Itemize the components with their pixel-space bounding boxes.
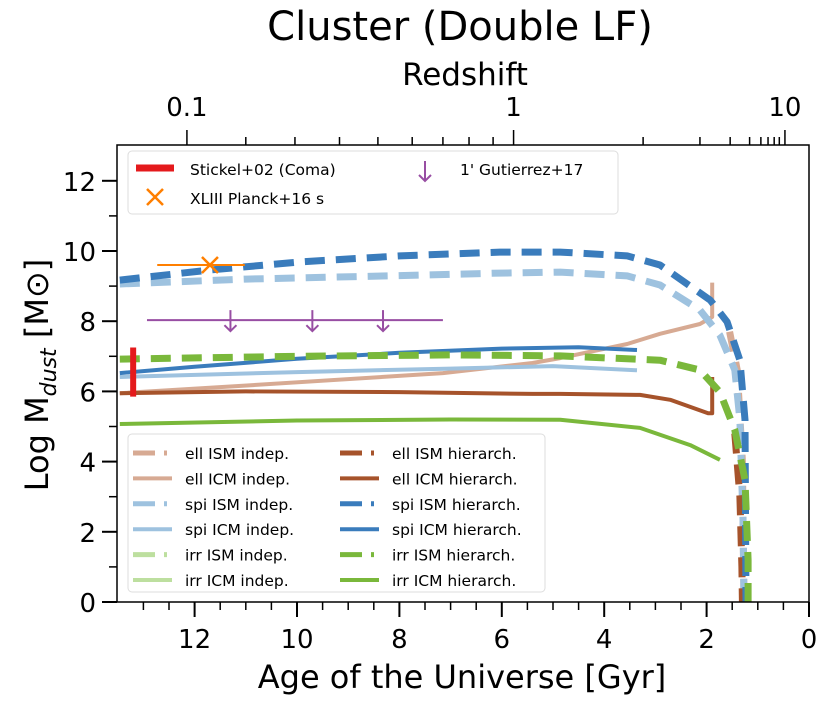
y-tick-label: 8 — [79, 308, 96, 338]
legend-label: irr ISM indep. — [185, 547, 288, 565]
upper-limit-arrow — [376, 310, 390, 333]
y-tick-label: 12 — [63, 168, 96, 198]
legend-planck-swatch — [146, 188, 164, 206]
upper-limit-arrow — [223, 310, 238, 333]
series-ell-icm-indep — [119, 282, 715, 396]
x-tick-label: 8 — [391, 625, 408, 655]
plot-frame — [116, 144, 810, 603]
planck-marker — [201, 256, 219, 274]
legend-gutierrez-label: 1' Gutierrez+17 — [460, 161, 583, 179]
legend-label: ell ISM hierarch. — [392, 445, 517, 463]
curves — [119, 248, 752, 603]
legend-label: ell ISM indep. — [185, 445, 289, 463]
x-tick-label: 4 — [596, 625, 613, 655]
series-irr-ism-hierarch — [119, 351, 752, 602]
observations — [130, 256, 443, 397]
y-tick-label: 6 — [79, 378, 96, 408]
y-tick-label: 4 — [79, 449, 96, 479]
redshift-tick-label: 0.1 — [166, 93, 207, 123]
legend-label: ell ICM hierarch. — [392, 470, 518, 488]
legend-box — [127, 150, 619, 215]
legend-label: spi ICM indep. — [185, 521, 294, 539]
x-tick-label: 12 — [178, 625, 211, 655]
legend-planck-label: XLIII Planck+16 s — [190, 190, 324, 208]
legend-label: spi ICM hierarch. — [392, 521, 522, 539]
series-spi-ism-hierarch — [119, 248, 750, 603]
legend-label: spi ISM hierarch. — [392, 496, 521, 514]
legend-models: ell ISM indep. ell ICM indep. spi ISM inde… — [127, 433, 546, 593]
redshift-tick-label: 10 — [768, 93, 801, 123]
y-axis-label: Log Mdust [M⊙] — [18, 259, 62, 492]
series-ell-icm-hierarch — [119, 377, 715, 416]
chart-title: Cluster (Double LF) — [267, 4, 653, 50]
legend-box — [127, 433, 546, 593]
legend-label: spi ISM indep. — [185, 496, 293, 514]
y-tick-label: 10 — [63, 238, 96, 268]
legend-label: ell ICM indep. — [185, 470, 290, 488]
top-axis-label: Redshift — [402, 57, 528, 93]
series-irr-icm-hierarch — [119, 417, 721, 462]
x-tick-label: 2 — [698, 625, 715, 655]
series-ell-ism-hierarch — [731, 433, 746, 603]
legend-observations: Stickel+02 (Coma) XLIII Planck+16 s 1' Gut… — [127, 150, 619, 215]
legend-label: irr ISM hierarch. — [392, 547, 515, 565]
series-spi-ism-indep — [119, 268, 748, 603]
legend-stickel-label: Stickel+02 (Coma) — [190, 161, 336, 179]
series-spi-icm-indep — [119, 364, 638, 379]
legend-label: irr ICM indep. — [185, 572, 289, 590]
x-tick-label: 0 — [801, 625, 818, 655]
x-axis-label: Age of the Universe [Gyr] — [258, 658, 667, 696]
upper-limit-arrow — [305, 310, 320, 333]
y-tick-label: 0 — [79, 589, 96, 619]
legend-label: irr ICM hierarch. — [392, 572, 516, 590]
legend-gutierrez-swatch — [418, 161, 432, 183]
x-tick-label: 10 — [280, 625, 313, 655]
redshift-tick-label: 1 — [505, 93, 522, 123]
y-tick-label: 2 — [79, 519, 96, 549]
x-tick-label: 6 — [494, 625, 511, 655]
